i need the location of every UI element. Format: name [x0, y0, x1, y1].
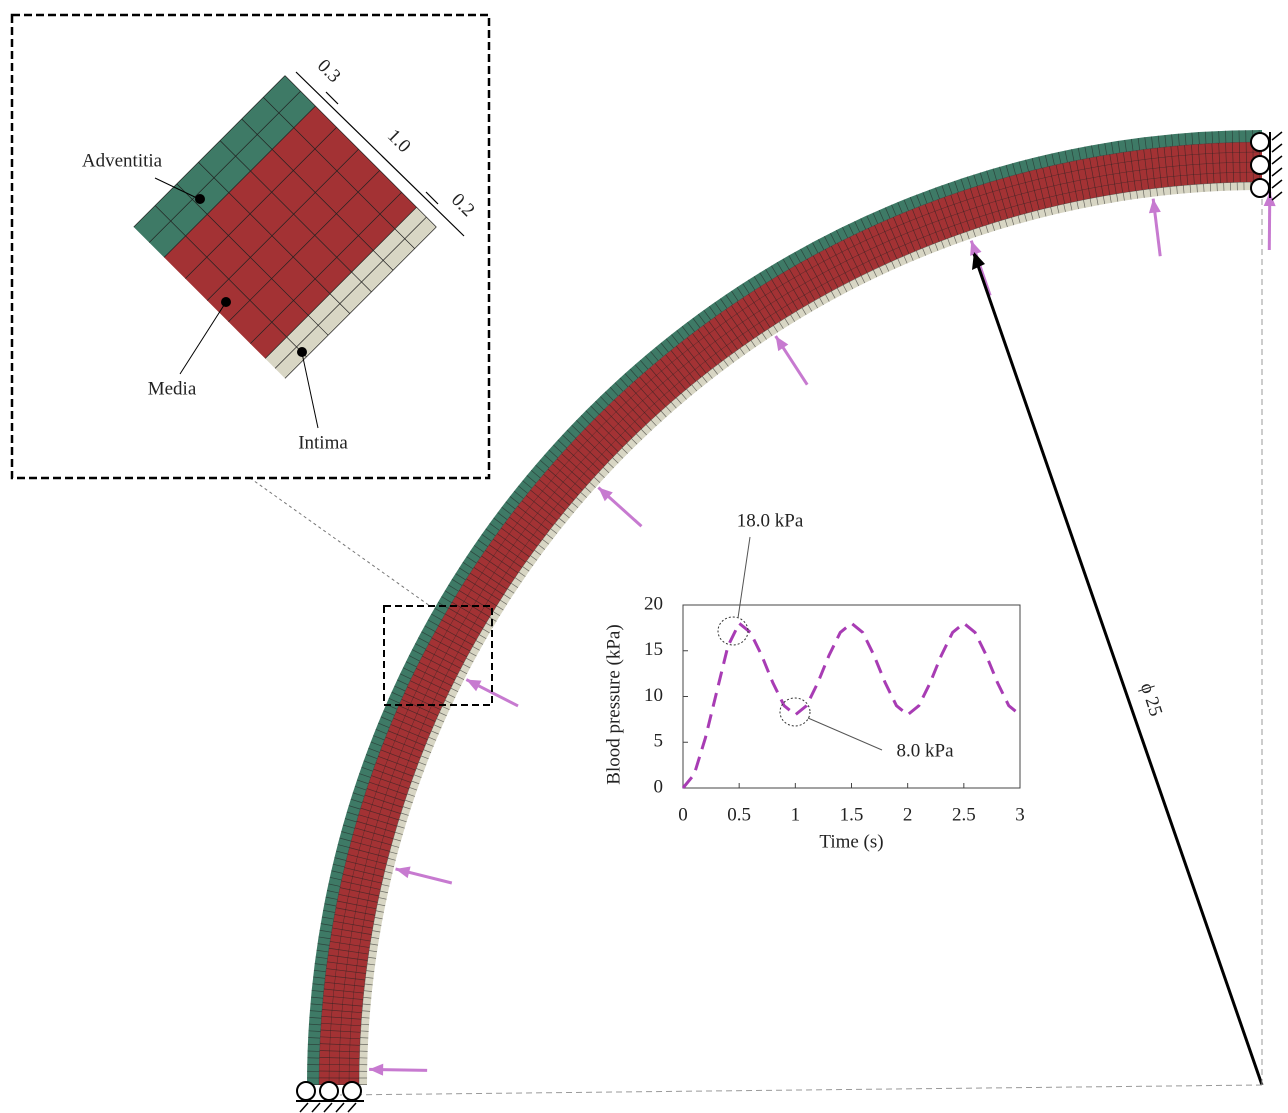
x-tick-label: 0.5 — [727, 804, 751, 825]
marker — [297, 347, 307, 357]
x-tick-label: 0 — [678, 804, 688, 825]
x-tick-label: 2.5 — [952, 804, 976, 825]
marker — [221, 297, 231, 307]
x-tick-label: 1.5 — [840, 804, 864, 825]
support-bottom — [296, 1082, 364, 1112]
x-axis-label: Time (s) — [819, 831, 883, 852]
pressure-arrowhead — [369, 1064, 383, 1076]
zoom-leader — [250, 478, 430, 606]
y-tick-label: 15 — [644, 639, 663, 660]
diameter-label: ϕ 25 — [1136, 680, 1166, 719]
y-tick-label: 0 — [654, 776, 664, 797]
adventitia-label: Adventitia — [82, 150, 163, 171]
pressure-arrowhead — [970, 241, 981, 256]
intima-label: Intima — [298, 432, 348, 453]
y-axis-label: Blood pressure (kPa) — [603, 624, 624, 784]
y-tick-label: 5 — [654, 731, 664, 752]
x-tick-label: 2 — [903, 804, 913, 825]
x-tick-label: 1 — [791, 804, 801, 825]
support-top — [1251, 132, 1282, 200]
marker — [195, 194, 205, 204]
y-tick-label: 10 — [644, 685, 663, 706]
y-tick-label: 20 — [644, 593, 663, 614]
annotation: 8.0 kPa — [897, 740, 955, 761]
guide-line — [340, 1085, 1262, 1095]
annotation: 18.0 kPa — [737, 510, 804, 531]
x-tick-label: 3 — [1015, 804, 1025, 825]
pressure-arrowhead — [776, 336, 789, 351]
media-label: Media — [148, 378, 197, 399]
figure: ϕ 25 Adventitia Media Intima 0.3 1.0 0.2… — [0, 0, 1288, 1113]
pressure-chart: 0 5 10 15 20 0 0.5 1 1.5 2 2.5 3 Time (s) Blood press… — [603, 510, 1024, 852]
